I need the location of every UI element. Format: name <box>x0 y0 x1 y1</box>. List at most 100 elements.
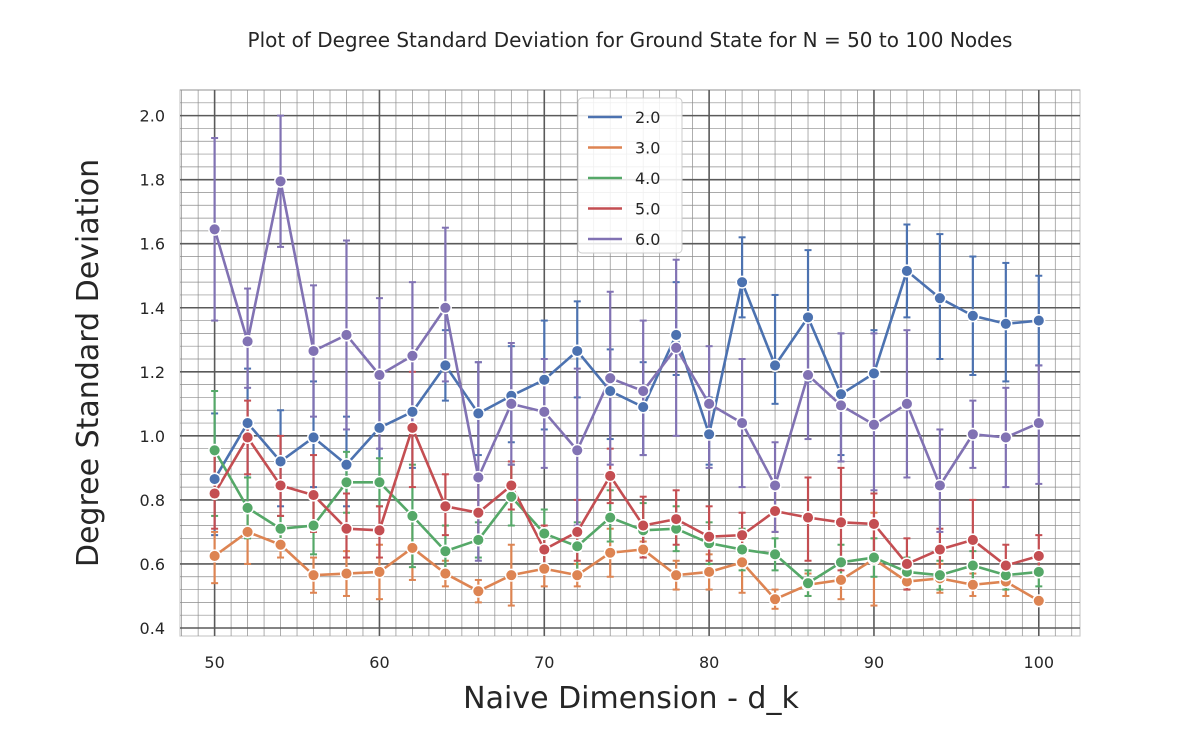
data-point <box>241 334 255 348</box>
data-point <box>603 546 617 560</box>
data-point <box>537 542 551 557</box>
y-tick-label: 0.8 <box>140 491 165 510</box>
legend-label: 2.0 <box>635 108 660 127</box>
data-point <box>372 421 387 435</box>
data-point <box>570 525 584 539</box>
data-point <box>208 443 222 457</box>
tick-labels: 50 60 70 80 90 100 0.4 0.6 0.8 1.0 1.2 1.4 1.6 1.8 2.0 <box>140 107 1055 672</box>
data-point <box>702 397 716 411</box>
data-point <box>471 533 485 547</box>
data-point <box>768 547 782 561</box>
data-point <box>306 430 321 445</box>
data-point <box>241 430 255 445</box>
data-point <box>603 510 617 525</box>
data-point <box>570 539 584 553</box>
data-point <box>241 525 255 539</box>
data-point <box>999 430 1013 445</box>
data-point <box>801 310 815 324</box>
data-point <box>208 222 222 236</box>
data-point <box>900 397 914 411</box>
data-point <box>867 418 881 432</box>
data-point <box>801 368 815 382</box>
data-point <box>208 549 222 563</box>
data-point <box>405 405 419 419</box>
data-point <box>966 558 980 573</box>
data-point <box>438 544 452 558</box>
series-markers <box>208 174 1046 608</box>
x-tick-label: 60 <box>369 653 389 672</box>
data-point <box>471 470 485 485</box>
data-point <box>834 387 848 401</box>
data-point <box>867 550 881 565</box>
data-point <box>702 530 716 544</box>
data-point <box>834 398 848 412</box>
data-point <box>636 384 650 398</box>
data-point <box>669 512 683 526</box>
data-point <box>504 397 518 411</box>
data-point <box>537 373 551 387</box>
data-point <box>603 384 617 398</box>
y-tick-label: 1.6 <box>140 235 165 254</box>
y-axis-label: Degree Standard Deviation <box>71 159 106 567</box>
y-tick-label: 0.4 <box>140 619 165 638</box>
data-point <box>603 371 617 385</box>
x-axis-label-text: Naive Dimension - d_k <box>463 681 799 716</box>
data-point <box>966 578 980 592</box>
data-point <box>570 443 584 457</box>
data-point <box>537 405 551 419</box>
data-point <box>372 368 387 382</box>
data-point <box>405 541 419 555</box>
data-point <box>471 406 485 420</box>
x-axis-label: Naive Dimension - d_k <box>463 681 799 716</box>
data-point <box>1032 549 1046 563</box>
data-point <box>504 478 518 493</box>
data-point <box>570 568 584 582</box>
data-point <box>966 427 980 441</box>
data-point <box>208 486 222 501</box>
data-point <box>735 555 749 569</box>
data-point <box>438 499 452 513</box>
data-point <box>636 518 650 533</box>
data-point <box>438 301 452 315</box>
x-tick-label: 80 <box>699 653 719 672</box>
data-point <box>933 568 947 582</box>
data-point <box>372 475 387 489</box>
y-tick-label: 2.0 <box>140 107 165 126</box>
data-point <box>273 174 288 188</box>
data-point <box>537 526 551 541</box>
data-point <box>735 275 749 289</box>
data-point <box>339 328 354 342</box>
data-point <box>966 533 980 547</box>
data-point <box>702 427 716 441</box>
data-point <box>801 510 815 525</box>
x-tick-label: 90 <box>864 653 884 672</box>
data-point <box>636 542 650 557</box>
data-point <box>504 568 518 582</box>
data-point <box>867 517 881 531</box>
data-point <box>471 584 485 598</box>
data-point <box>933 291 947 305</box>
data-point <box>438 567 452 581</box>
data-point <box>306 344 321 358</box>
data-point <box>867 366 881 380</box>
data-point <box>735 528 749 542</box>
y-tick-label: 0.6 <box>140 555 165 574</box>
data-point <box>669 568 683 582</box>
data-point <box>306 488 321 502</box>
data-point <box>273 522 288 536</box>
legend-label: 3.0 <box>635 139 660 158</box>
data-point <box>735 542 749 557</box>
data-point <box>735 416 749 430</box>
series-line-2.0 <box>213 269 1039 480</box>
data-point <box>241 416 255 430</box>
data-point <box>372 523 387 537</box>
data-point <box>273 478 288 493</box>
x-tick-label: 50 <box>204 653 224 672</box>
x-tick-label: 70 <box>534 653 554 672</box>
y-tick-label: 1.0 <box>140 427 165 446</box>
data-point <box>636 400 650 414</box>
y-tick-label: 1.4 <box>140 299 165 318</box>
data-point <box>900 264 914 278</box>
data-point <box>768 478 782 493</box>
